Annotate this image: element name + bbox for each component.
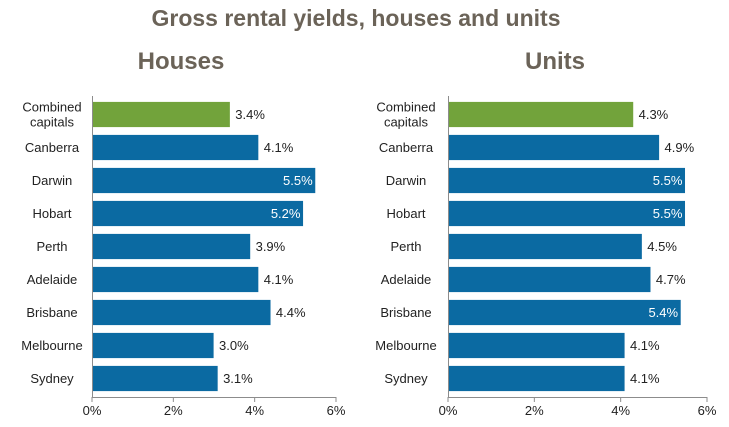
houses-x-tick-label-0: 0% [83, 403, 102, 418]
units-value-label-adelaide: 4.7% [656, 272, 686, 287]
units-bar-melbourne [447, 332, 626, 359]
units-value-label-melbourne: 4.1% [630, 338, 660, 353]
units-category-label-adelaide: Adelaide [381, 272, 432, 287]
units-bar-canberra [447, 134, 660, 161]
units-x-tick-label-1: 2% [525, 403, 544, 418]
units-bar-combined-capitals [447, 101, 635, 128]
units-category-label-hobart: Hobart [386, 206, 425, 221]
chart-main-title: Gross rental yields, houses and units [151, 5, 560, 31]
units-bar-perth [447, 233, 643, 260]
houses-x-tick-label-2: 4% [245, 403, 264, 418]
units-category-label-brisbane: Brisbane [380, 305, 431, 320]
houses-category-label-adelaide: Adelaide [27, 272, 78, 287]
units-category-label-canberra: Canberra [379, 140, 434, 155]
houses-value-label-brisbane: 4.4% [276, 305, 306, 320]
houses-panel-title: Houses [138, 48, 225, 75]
houses-category-label-sydney: Sydney [30, 371, 74, 386]
units-value-label-brisbane: 5.4% [648, 305, 678, 320]
houses-x-tick-label-1: 2% [164, 403, 183, 418]
units-bar-darwin [447, 167, 686, 194]
units-category-label-darwin: Darwin [386, 173, 426, 188]
houses-value-label-canberra: 4.1% [264, 140, 294, 155]
units-category-label-perth: Perth [390, 239, 421, 254]
houses-category-label-perth: Perth [36, 239, 67, 254]
units-x-tick-label-0: 0% [439, 403, 458, 418]
houses-value-label-melbourne: 3.0% [219, 338, 249, 353]
units-category-label-combined-capitals: Combined capitals [376, 100, 435, 130]
units-value-label-canberra: 4.9% [665, 140, 695, 155]
houses-panel: Houses Combined capitals 3.4% Canberra 4.1% D… [21, 48, 346, 418]
units-category-label-sydney: Sydney [384, 371, 428, 386]
units-bar-sydney [447, 365, 626, 392]
houses-bar-sydney [91, 365, 219, 392]
units-value-label-perth: 4.5% [647, 239, 677, 254]
units-value-label-combined-capitals: 4.3% [639, 107, 669, 122]
houses-category-label-brisbane: Brisbane [26, 305, 77, 320]
units-panel-title: Units [525, 48, 585, 75]
houses-value-label-hobart: 5.2% [271, 206, 301, 221]
houses-bar-canberra [91, 134, 260, 161]
units-value-label-darwin: 5.5% [653, 173, 683, 188]
houses-bar-adelaide [91, 266, 260, 293]
houses-category-label-hobart: Hobart [32, 206, 71, 221]
houses-value-label-combined-capitals: 3.4% [235, 107, 265, 122]
houses-value-label-adelaide: 4.1% [264, 272, 294, 287]
units-category-label-melbourne: Melbourne [375, 338, 436, 353]
houses-x-tick-label-3: 6% [327, 403, 346, 418]
houses-value-label-perth: 3.9% [256, 239, 286, 254]
houses-value-label-darwin: 5.5% [283, 173, 313, 188]
houses-category-label-melbourne: Melbourne [21, 338, 82, 353]
units-bar-hobart [447, 200, 686, 227]
houses-category-label-canberra: Canberra [25, 140, 80, 155]
houses-bar-perth [91, 233, 252, 260]
houses-bar-darwin [91, 167, 317, 194]
units-panel: Units Combined capitals 4.3% Canberra 4.9% Da… [375, 48, 717, 418]
units-value-label-sydney: 4.1% [630, 371, 660, 386]
units-value-label-hobart: 5.5% [653, 206, 683, 221]
units-bar-adelaide [447, 266, 652, 293]
houses-bar-brisbane [91, 299, 272, 326]
houses-bar-combined-capitals [91, 101, 231, 128]
units-x-tick-label-2: 4% [611, 403, 630, 418]
houses-value-label-sydney: 3.1% [223, 371, 253, 386]
houses-category-label-combined-capitals: Combined capitals [22, 100, 81, 130]
houses-bar-hobart [91, 200, 304, 227]
units-x-tick-label-3: 6% [698, 403, 717, 418]
units-bar-brisbane [447, 299, 682, 326]
houses-bar-melbourne [91, 332, 215, 359]
houses-category-label-darwin: Darwin [32, 173, 72, 188]
